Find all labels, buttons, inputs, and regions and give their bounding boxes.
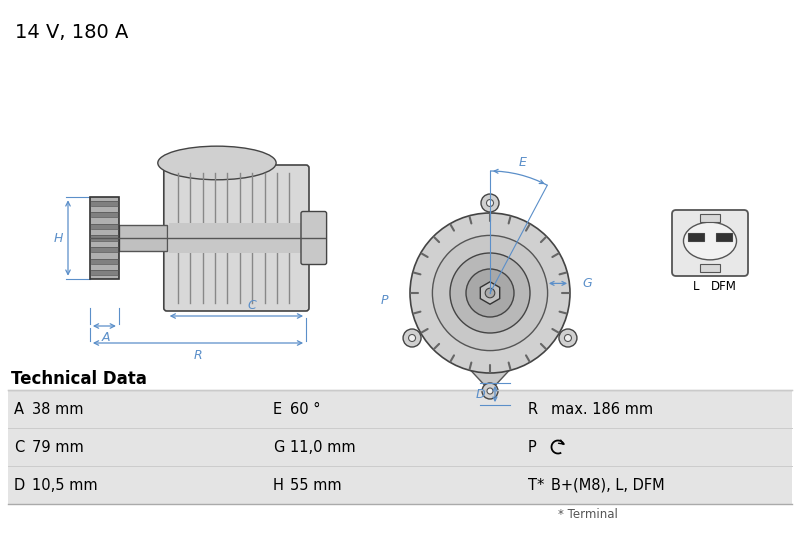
Text: B+(M8), L, DFM: B+(M8), L, DFM [551, 478, 665, 492]
Text: 79 mm: 79 mm [32, 440, 84, 455]
Text: 60 °: 60 ° [290, 401, 321, 416]
Circle shape [403, 329, 421, 347]
Text: C: C [247, 299, 256, 312]
Bar [91, 224, 118, 229]
Circle shape [559, 329, 577, 347]
Circle shape [485, 288, 494, 298]
Text: H: H [54, 231, 63, 245]
Text: R: R [194, 349, 202, 362]
Text: Technical Data: Technical Data [11, 370, 147, 388]
Circle shape [432, 236, 547, 351]
Ellipse shape [158, 146, 276, 180]
Bar [716, 233, 732, 241]
FancyBboxPatch shape [672, 210, 748, 276]
Bar [8, 390, 792, 428]
Circle shape [482, 383, 498, 399]
Circle shape [409, 335, 415, 342]
Bar [118, 225, 167, 251]
Text: A: A [14, 401, 24, 416]
Text: C: C [14, 440, 24, 455]
Text: 55 mm: 55 mm [290, 478, 342, 492]
Text: max. 186 mm: max. 186 mm [551, 401, 653, 416]
Bar [91, 247, 118, 252]
Bar [688, 233, 704, 241]
Bar [91, 200, 118, 206]
Text: H: H [273, 478, 284, 492]
Circle shape [410, 213, 570, 373]
Bar [700, 214, 720, 222]
Bar [8, 428, 792, 466]
Bar [91, 212, 118, 217]
Circle shape [487, 388, 493, 394]
Circle shape [466, 269, 514, 317]
Circle shape [450, 253, 530, 333]
Text: 38 mm: 38 mm [32, 401, 83, 416]
Bar [8, 466, 792, 504]
Ellipse shape [683, 222, 737, 260]
Text: R: R [528, 401, 538, 416]
Text: 10,5 mm: 10,5 mm [32, 478, 98, 492]
Text: 14 V, 180 A: 14 V, 180 A [15, 23, 128, 42]
Text: P: P [381, 295, 388, 308]
Text: L: L [693, 280, 699, 293]
Polygon shape [480, 282, 500, 304]
Text: P: P [528, 440, 537, 455]
Text: T*: T* [528, 478, 544, 492]
Circle shape [481, 194, 499, 212]
Text: E: E [273, 401, 282, 416]
FancyBboxPatch shape [301, 212, 326, 264]
Bar [169, 223, 304, 253]
Text: * Terminal: * Terminal [558, 508, 618, 521]
Bar [700, 264, 720, 272]
Circle shape [486, 199, 494, 206]
FancyBboxPatch shape [164, 165, 309, 311]
Text: D: D [14, 478, 26, 492]
Polygon shape [462, 361, 518, 391]
Bar [90, 197, 118, 279]
Bar [91, 270, 118, 276]
Text: D: D [475, 387, 485, 400]
Text: A: A [102, 331, 110, 344]
Circle shape [565, 335, 571, 342]
Bar [91, 236, 118, 240]
Text: G: G [582, 277, 592, 290]
Text: DFM: DFM [711, 280, 737, 293]
Text: 11,0 mm: 11,0 mm [290, 440, 356, 455]
Text: E: E [518, 157, 526, 169]
Text: G: G [273, 440, 284, 455]
Bar [91, 259, 118, 264]
